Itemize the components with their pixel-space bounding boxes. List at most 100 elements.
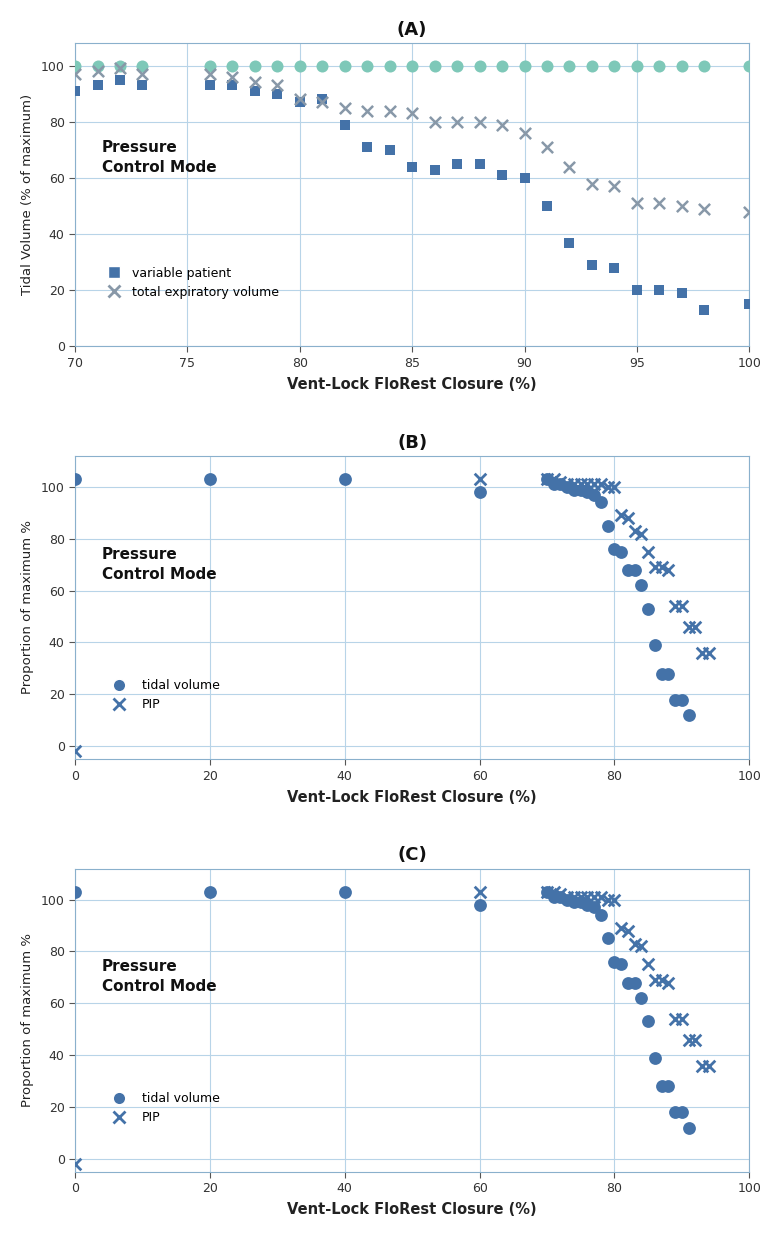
Point	[575, 888, 587, 907]
Point	[429, 56, 441, 76]
Point	[594, 888, 607, 907]
Point	[547, 474, 560, 494]
Point	[676, 690, 688, 709]
Point	[316, 93, 328, 113]
Point	[540, 469, 553, 489]
Point	[361, 100, 374, 120]
Point	[69, 1154, 81, 1174]
Point	[586, 173, 598, 193]
Point	[683, 617, 695, 636]
Point	[648, 557, 661, 577]
Point	[316, 89, 328, 109]
Point	[669, 690, 681, 709]
Point	[69, 881, 81, 901]
Point	[608, 477, 621, 496]
Point	[629, 521, 641, 541]
Point	[653, 280, 665, 300]
Point	[554, 472, 567, 491]
Point	[653, 56, 665, 76]
Point	[554, 888, 567, 907]
Point	[655, 664, 668, 683]
Point	[563, 56, 576, 76]
Point	[226, 67, 239, 87]
Point	[69, 742, 81, 761]
Point	[676, 196, 688, 215]
Y-axis label: Proportion of maximum %: Proportion of maximum %	[21, 933, 34, 1107]
Point	[662, 664, 675, 683]
Point	[568, 893, 580, 912]
Y-axis label: Tidal Volume (% of maximum): Tidal Volume (% of maximum)	[21, 94, 34, 296]
Point	[568, 474, 580, 494]
Point	[622, 973, 634, 993]
Point	[547, 888, 560, 907]
Point	[629, 973, 641, 993]
Point	[518, 123, 531, 142]
Point	[581, 483, 594, 503]
Point	[540, 137, 553, 157]
Point	[648, 635, 661, 655]
Point	[554, 884, 567, 904]
Point	[496, 115, 508, 135]
Point	[473, 154, 486, 173]
Point	[473, 895, 486, 915]
Point	[581, 895, 594, 915]
Point	[622, 560, 634, 579]
Point	[696, 1056, 708, 1076]
Point	[630, 280, 643, 300]
Point	[226, 56, 239, 76]
Point	[608, 540, 621, 560]
Point	[339, 469, 351, 489]
Point	[496, 56, 508, 76]
Text: Pressure
Control Mode: Pressure Control Mode	[102, 547, 217, 582]
Point	[554, 474, 567, 494]
Point	[635, 524, 647, 543]
X-axis label: Vent-Lock FloRest Closure (%): Vent-Lock FloRest Closure (%)	[287, 790, 537, 805]
Point	[615, 505, 627, 525]
Point	[518, 168, 531, 188]
Point	[648, 971, 661, 990]
Point	[69, 56, 81, 76]
Point	[615, 919, 627, 938]
Point	[91, 56, 104, 76]
X-axis label: Vent-Lock FloRest Closure (%): Vent-Lock FloRest Closure (%)	[287, 1202, 537, 1217]
Point	[662, 1076, 675, 1096]
Text: Pressure
Control Mode: Pressure Control Mode	[102, 140, 217, 175]
Point	[561, 890, 573, 910]
Point	[271, 76, 284, 95]
Point	[676, 1102, 688, 1122]
Point	[642, 599, 655, 619]
Point	[608, 952, 621, 972]
Point	[669, 597, 681, 617]
Point	[698, 300, 711, 319]
Point	[601, 890, 614, 910]
Point	[406, 104, 418, 124]
Point	[518, 56, 531, 76]
Point	[113, 58, 126, 78]
Point	[69, 64, 81, 84]
Point	[136, 56, 149, 76]
Point	[316, 56, 328, 76]
Point	[473, 469, 486, 489]
Point	[676, 56, 688, 76]
Point	[581, 888, 594, 907]
Point	[293, 56, 306, 76]
Point	[561, 474, 573, 494]
Point	[601, 477, 614, 496]
Point	[676, 597, 688, 617]
Point	[339, 881, 351, 901]
Legend: variable patient, total expiratory volume: variable patient, total expiratory volum…	[102, 261, 284, 303]
Point	[203, 76, 216, 95]
Title: (C): (C)	[397, 846, 427, 864]
Point	[249, 56, 261, 76]
Point	[113, 56, 126, 76]
Point	[635, 576, 647, 595]
Point	[601, 516, 614, 536]
Point	[547, 881, 560, 901]
Text: Pressure
Control Mode: Pressure Control Mode	[102, 959, 217, 994]
Point	[642, 954, 655, 974]
Point	[676, 1009, 688, 1029]
Point	[655, 557, 668, 577]
Point	[630, 56, 643, 76]
Point	[642, 1011, 655, 1031]
Point	[586, 255, 598, 275]
